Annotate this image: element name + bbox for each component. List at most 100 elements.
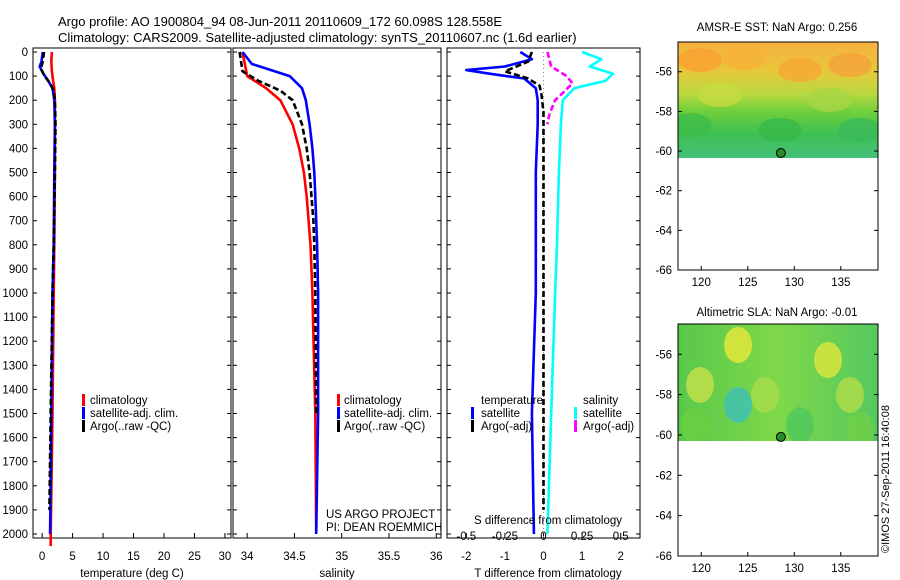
map-xtick-label: 135 [831,277,850,289]
depth-tick-label: 1900 [2,505,28,517]
x2-tick-label: 0.25 [571,531,593,543]
sst-blob [723,46,767,70]
sla-blob [836,377,864,413]
legend-title-salinity: salinity [583,395,618,407]
salinity-panel-frame [232,47,442,539]
project-annotation: US ARGO PROJECT [326,509,435,521]
map-ytick-label: -58 [655,390,672,402]
x-tick-label: 0 [39,551,45,563]
series-line-salinity-argo-adj- [546,51,574,125]
legend-swatch-satellite [337,407,340,419]
x-tick-label: 35 [335,551,348,563]
header-line2: Climatology: CARS2009. Satellite-adjuste… [58,30,577,45]
sst-map-axes: -56 -58 -60 -62 -64 -66 120 125 130 135 [655,67,878,289]
sla-map-axes: -56 -58 -60 -62 -64 -66 120 125 130 135 [655,349,878,575]
legend-swatch-satellite [82,407,85,419]
map-xtick-label: 120 [692,277,711,289]
x-tick-label: 34 [241,551,254,563]
depth-tick-label: 500 [9,168,28,180]
sst-blob [678,48,722,72]
x2-tick-label: -0.25 [492,531,518,543]
legend-label-argo: Argo(..raw -QC) [344,421,425,433]
map-ytick-label: -60 [655,430,672,442]
map-ytick-label: -66 [655,265,672,277]
depth-tick-label: 1800 [2,481,28,493]
x-tick-label: 5 [69,551,75,563]
depth-tick-label: 1500 [2,409,28,421]
x-tick-label: 10 [97,551,110,563]
depth-tick-label: 600 [9,192,28,204]
salinity-xlabel: salinity [319,568,354,580]
sla-blob [724,387,752,423]
x-tick-label: 0 [540,551,546,563]
legend-label-climatology: climatology [344,395,402,407]
x-tick-label: 1 [579,551,585,563]
legend-label-temp-satellite: satellite [481,408,520,420]
x-tick-label: -2 [461,551,471,563]
depth-tick-label: 1000 [2,288,28,300]
x-tick-label: 30 [219,551,232,563]
x-tick-label: 36 [430,551,443,563]
temperature-xlabel: temperature (deg C) [80,568,184,580]
depth-tick-label: 1400 [2,384,28,396]
sla-blob [724,327,752,363]
series-line-satellite-adj-clim- [241,51,320,535]
legend-swatch-sal-argo [574,420,577,432]
legend-label-argo: Argo(..raw -QC) [90,421,171,433]
legend-swatch-argo [337,420,340,432]
sst-blob [678,113,712,137]
sst-blob [808,88,852,112]
series-line-salinity-satellite [546,50,615,535]
map-ytick-label: -58 [655,106,672,118]
x-tick-label: 35.5 [378,551,400,563]
depth-tick-label: 0 [22,47,28,59]
legend-title-temperature: temperature [481,395,543,407]
depth-tick-label: 900 [9,264,28,276]
legend-swatch-argo [82,420,85,432]
x-tick-label: 20 [158,551,171,563]
difference-legend: temperature satellite Argo(-adj) salinit… [471,395,634,433]
argo-float-marker [775,147,786,158]
map-ytick-label: -62 [655,470,672,482]
sst-blob [758,118,802,142]
x-tick-label: 34.5 [283,551,305,563]
sst-blob [778,58,822,82]
salinity-legend: climatology satellite-adj. clim. Argo(..… [337,394,432,433]
depth-axis-labels: 0 100 200 300 400 500 600 700 800 900 1000 1100 1200… [2,47,28,541]
temperature-legend: climatology satellite-adj. clim. Argo(..… [82,394,178,433]
map-xtick-label: 130 [785,277,804,289]
sla-map-frame [677,323,879,557]
map-ytick-label: -56 [655,349,672,361]
sst-map-frame [677,41,879,271]
pi-annotation: PI: DEAN ROEMMICH [326,522,442,534]
sla-blob [686,367,714,403]
legend-label-satellite: satellite-adj. clim. [344,408,432,420]
depth-tick-label: 200 [9,95,28,107]
map-ytick-label: -64 [655,225,672,237]
sst-blob [828,53,872,77]
sst-map-field [678,42,878,158]
argo-float-marker [775,431,786,442]
series-line-argo-raw-qc- [39,51,57,510]
sla-blob [751,377,779,413]
map-ytick-label: -56 [655,67,672,79]
map-xtick-label: 125 [738,563,757,575]
series-line-argo-raw-qc- [238,51,318,414]
legend-swatch-climatology [337,394,340,406]
map-xtick-label: 130 [785,563,804,575]
map-ytick-label: -66 [655,551,672,563]
sst-blob [838,118,878,142]
difference-xlabel: T difference from climatology [474,568,621,580]
depth-tick-label: 1200 [2,336,28,348]
legend-swatch-climatology [82,394,85,406]
header-line1: Argo profile: AO 1900804_94 08-Jun-2011 … [58,14,502,29]
map-xtick-label: 120 [692,563,711,575]
depth-tick-label: 1300 [2,360,28,372]
legend-label-satellite: satellite-adj. clim. [90,408,178,420]
legend-label-sal-satellite: satellite [583,408,622,420]
depth-tick-label: 1100 [3,312,28,324]
x2-tick-label: -0.5 [456,531,476,543]
